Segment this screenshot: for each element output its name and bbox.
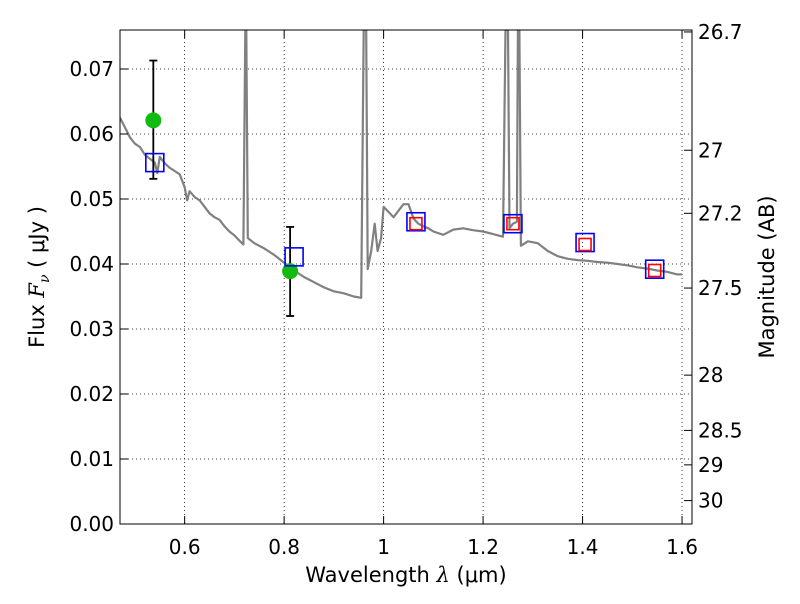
y-tick-label: 0.05 — [69, 187, 114, 211]
model-photometry-square — [575, 232, 595, 253]
y-axis-ticks: 0.00 0.01 0.02 0.03 0.04 0.05 0.06 0.07 — [69, 57, 128, 536]
y-axis-title-prefix: Flux — [25, 298, 49, 348]
model-photometry-square — [644, 259, 665, 280]
plot-frame — [119, 29, 693, 525]
photometry-small-square — [409, 216, 423, 231]
photometry-small-square — [506, 216, 520, 231]
model-photometry-square — [503, 213, 523, 234]
x-tick-label: 1 — [377, 535, 390, 559]
model-photometry-square — [145, 152, 165, 173]
model-photometry-square — [284, 247, 304, 267]
series-group — [120, 30, 683, 317]
x-axis-title-prefix: Wavelength — [305, 563, 436, 587]
y2-tick-label: 27 — [698, 138, 723, 162]
x-axis-title: Wavelength λ (μm) — [305, 563, 506, 587]
x-tick-label: 0.6 — [169, 535, 201, 559]
x-axis-ticks: 0.6 0.8 1 1.2 1.4 1.6 — [169, 30, 698, 559]
y2-tick-label: 27.5 — [698, 276, 743, 300]
y-axis-title: Flux Fν ( μJy ) — [25, 206, 53, 348]
grid — [120, 30, 692, 524]
y2-axis-title: Magnitude (AB) — [755, 195, 779, 358]
y-tick-label: 0.07 — [69, 57, 114, 81]
x-tick-label: 0.8 — [268, 535, 300, 559]
x-axis-units: (μm) — [450, 563, 507, 587]
y-tick-label: 0.03 — [69, 317, 114, 341]
y2-tick-label: 26.7 — [698, 20, 743, 44]
spectrum-line — [120, 30, 683, 299]
y-axis-units: ( μJy ) — [25, 206, 49, 274]
y-tick-label: 0.06 — [69, 122, 114, 146]
x-tick-label: 1.2 — [467, 535, 499, 559]
y2-tick-label: 28 — [698, 363, 723, 387]
y2-tick-label: 30 — [698, 489, 723, 513]
y-tick-label: 0.04 — [69, 252, 114, 276]
y2-tick-label: 27.2 — [698, 201, 743, 225]
observed-point — [282, 263, 299, 280]
series-layer — [120, 30, 683, 317]
x-tick-label: 1.4 — [567, 535, 599, 559]
observed-point — [145, 112, 162, 129]
x-tick-label: 1.6 — [666, 535, 698, 559]
y2-tick-label: 29 — [698, 453, 723, 477]
photometry-small-square — [647, 263, 662, 278]
y-tick-label: 0.02 — [69, 382, 114, 406]
model-photometry-square — [406, 211, 426, 232]
y-axis-subscript: ν — [37, 274, 53, 283]
y-tick-label: 0.01 — [69, 447, 114, 471]
x-axis-lambda: λ — [436, 563, 450, 587]
y2-tick-label: 28.5 — [698, 418, 743, 442]
y-axis-symbol: F — [25, 282, 49, 299]
y-tick-label: 0.00 — [69, 512, 114, 536]
photometry-small-square — [578, 237, 592, 252]
y2-axis-ticks: 26.7 27 27.2 27.5 28 28.5 29 30 — [684, 20, 743, 513]
